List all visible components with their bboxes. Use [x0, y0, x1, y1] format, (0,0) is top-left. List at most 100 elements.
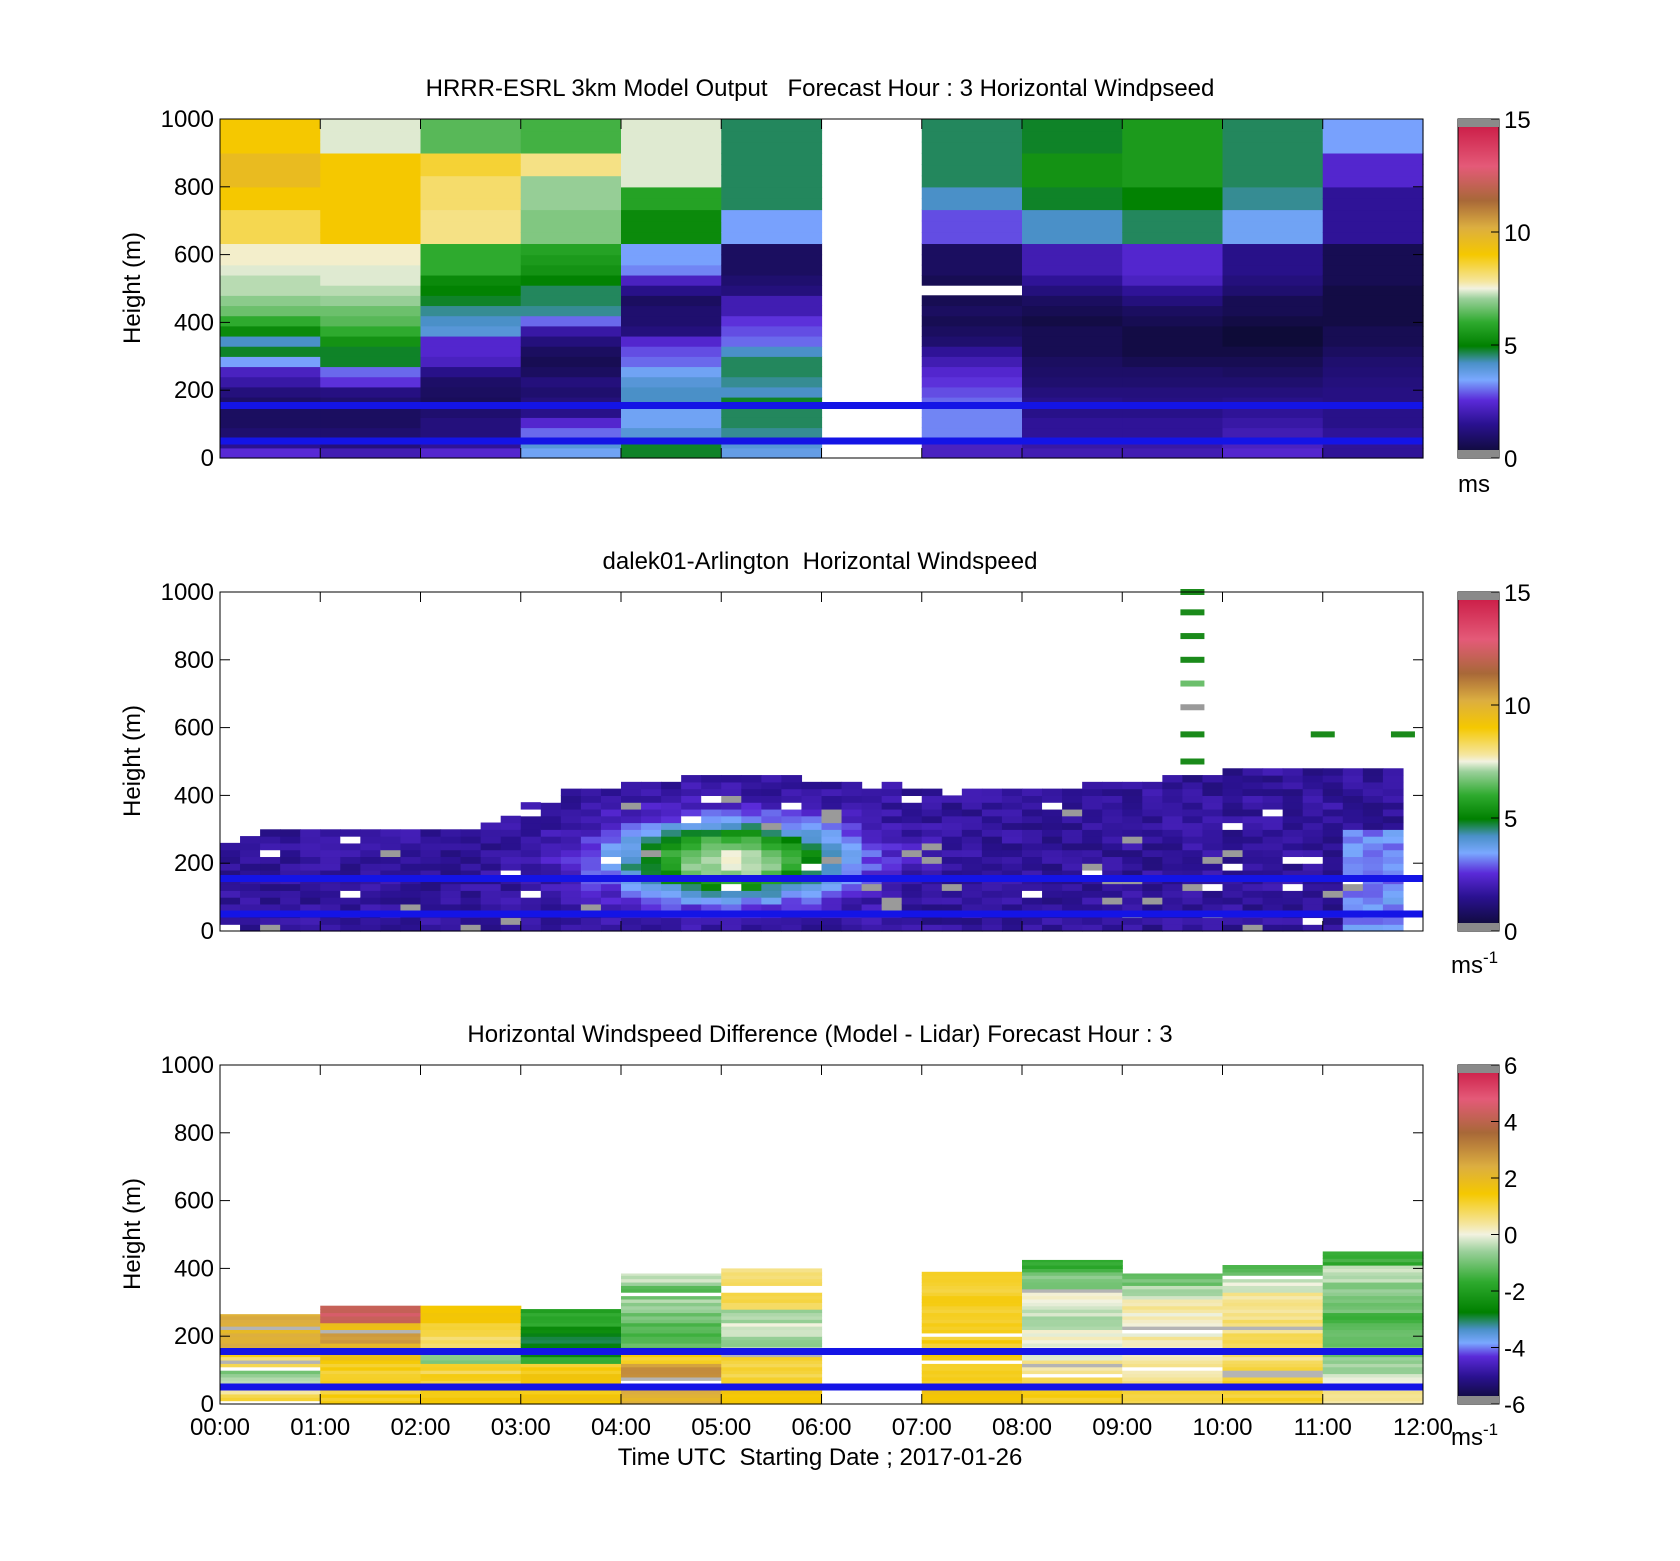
- heatmap-cell: [1022, 141, 1123, 154]
- heatmap-cell: [220, 869, 241, 878]
- heatmap-cell: [621, 152, 722, 166]
- heatmap-cell: [220, 315, 321, 327]
- heatmap-cell: [1362, 849, 1384, 858]
- heatmap-cell: [921, 1288, 1023, 1293]
- heatmap-cell: [1322, 1336, 1424, 1341]
- heatmap-cell: [721, 1281, 823, 1286]
- heatmap-cell: [621, 220, 722, 233]
- y-tick-label: 600: [174, 242, 214, 269]
- heatmap-cell: [520, 1359, 622, 1364]
- heatmap-cell: [921, 427, 1023, 439]
- heatmap-cell: [1122, 130, 1224, 143]
- heatmap-cell: [941, 856, 963, 864]
- heatmap-cell: [1202, 842, 1224, 851]
- x-tick-label: 00:00: [190, 1414, 250, 1441]
- heatmap-cell: [1022, 232, 1123, 245]
- heatmap-cell: [300, 897, 321, 905]
- heatmap-cell: [921, 1339, 1023, 1344]
- heatmap-cell: [921, 1278, 1023, 1283]
- heatmap-cell: [821, 781, 843, 790]
- heatmap-cell: [1362, 863, 1384, 871]
- heatmap-cell: [701, 897, 722, 905]
- heatmap-cell: [420, 264, 522, 276]
- heatmap-cell: [1322, 186, 1424, 199]
- heatmap-cell: [440, 829, 462, 837]
- heatmap-cell: [500, 856, 522, 864]
- heatmap-cell: [1342, 863, 1364, 871]
- heatmap-cell: [1322, 1319, 1424, 1324]
- heatmap-cell: [1122, 1336, 1224, 1341]
- heatmap-cell: [320, 232, 422, 245]
- heatmap-cell: [1322, 1298, 1424, 1303]
- heatmap-cell: [220, 335, 321, 347]
- heatmap-cell: [1202, 775, 1224, 783]
- heatmap-cell: [1222, 1298, 1324, 1303]
- heatmap-cell: [220, 119, 321, 132]
- heatmap-cell: [1022, 836, 1043, 844]
- heatmap-cell: [580, 829, 602, 837]
- heatmap-cell: [621, 1295, 722, 1300]
- heatmap-cell: [520, 447, 622, 459]
- heatmap-cell: [1082, 917, 1103, 925]
- heatmap-cell: [881, 815, 903, 824]
- heatmap-cell: [1022, 808, 1043, 817]
- panel-lidar-colorbar-unit: ms-1: [1451, 948, 1498, 979]
- heatmap-cell: [1202, 917, 1224, 925]
- heatmap-cell: [921, 1292, 1023, 1297]
- heatmap-cell: [641, 883, 662, 891]
- heatmap-cell: [520, 1315, 622, 1320]
- heatmap-cell: [420, 1353, 522, 1358]
- heatmap-cell: [681, 808, 702, 817]
- heatmap-cell: [921, 152, 1023, 166]
- heatmap-cell: [1222, 903, 1244, 912]
- heatmap-cell: [220, 849, 241, 858]
- heatmap-cell: [1322, 198, 1424, 211]
- heatmap-cell: [1282, 795, 1304, 803]
- heatmap-cell: [1242, 849, 1264, 858]
- heatmap-cell: [1382, 856, 1404, 864]
- heatmap-cell: [580, 856, 602, 864]
- heatmap-cell: [781, 822, 803, 830]
- heatmap-cell: [721, 376, 823, 388]
- heatmap-cell: [621, 1319, 722, 1324]
- heatmap-cell: [1322, 1370, 1424, 1375]
- heatmap-cell: [1022, 1356, 1123, 1361]
- heatmap-cell: [1001, 815, 1023, 824]
- heatmap-cell: [1062, 802, 1083, 810]
- heatmap-cell: [661, 903, 682, 912]
- heatmap-cell: [741, 890, 762, 898]
- heatmap-cell: [881, 829, 903, 837]
- heatmap-cell: [1122, 836, 1143, 844]
- heatmap-cell: [1222, 346, 1324, 357]
- heatmap-cell: [721, 1373, 823, 1378]
- heatmap-cell: [320, 883, 341, 891]
- heatmap-cell: [921, 1329, 1023, 1334]
- heatmap-cell: [580, 917, 602, 925]
- heatmap-cell: [761, 836, 782, 844]
- heatmap-cell: [621, 1366, 722, 1371]
- heatmap-cell: [1042, 897, 1063, 905]
- heatmap-cell: [520, 1326, 622, 1331]
- heatmap-cell: [1122, 1329, 1224, 1334]
- heatmap-cell: [1122, 1312, 1224, 1317]
- heatmap-cell: [1122, 1363, 1224, 1368]
- heatmap-cell: [1122, 209, 1224, 222]
- heatmap-cell: [360, 869, 381, 878]
- heatmap-cell: [1022, 829, 1043, 837]
- heatmap-cell: [1222, 1278, 1324, 1283]
- heatmap-cell: [480, 856, 502, 864]
- heatmap-cell: [540, 856, 562, 864]
- heatmap-cell: [921, 1312, 1023, 1317]
- heatmap-cell: [961, 829, 983, 837]
- heatmap-cell: [1322, 335, 1424, 347]
- heatmap-cell: [220, 407, 321, 418]
- heatmap-cell: [1242, 856, 1264, 864]
- heatmap-cell: [961, 788, 983, 796]
- heatmap-cell: [621, 1400, 722, 1405]
- colorbar-overflow-cap: [1458, 1065, 1499, 1073]
- heatmap-cell: [921, 1380, 1023, 1385]
- heatmap-cell: [1262, 815, 1284, 824]
- heatmap-cell: [420, 1315, 522, 1320]
- heatmap-cell: [1022, 220, 1123, 233]
- heatmap-cell: [641, 924, 662, 932]
